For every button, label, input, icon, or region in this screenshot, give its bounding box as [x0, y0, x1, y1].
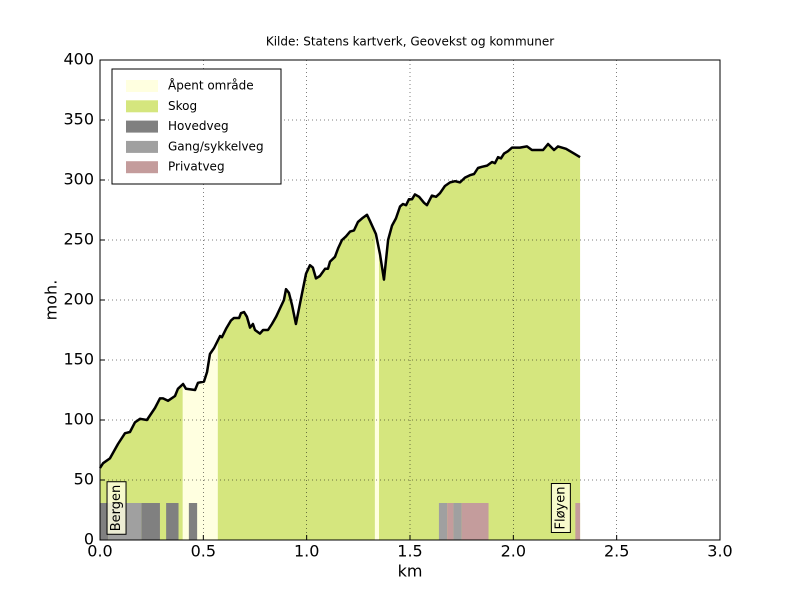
legend-swatch — [126, 140, 158, 153]
road-segment — [575, 503, 581, 540]
road-segment — [141, 503, 160, 540]
road-segment — [166, 503, 179, 540]
annotation-box — [550, 483, 571, 533]
legend-swatch — [126, 120, 158, 133]
annotation: Bergen — [106, 481, 127, 535]
y-tick-label: 350 — [63, 110, 94, 129]
y-tick-label: 300 — [63, 170, 94, 189]
x-tick-label: 3.0 — [707, 542, 732, 561]
legend-label: Gang/sykkelveg — [168, 139, 264, 153]
cover-area — [374, 231, 379, 541]
legend-label: Privatveg — [168, 160, 225, 174]
x-tick-label: 0.5 — [191, 542, 216, 561]
road-segment — [453, 503, 462, 540]
annotation-text: Fløyen — [553, 487, 568, 530]
x-axis-label: km — [398, 562, 423, 581]
road-segment — [438, 503, 448, 540]
x-tick-label: 2.0 — [501, 542, 526, 561]
plot-frame — [99, 59, 721, 541]
legend-swatch — [126, 100, 158, 113]
annotation-text: Bergen — [109, 485, 124, 532]
chart-title: Kilde: Statens kartverk, Geovekst og kom… — [266, 35, 554, 49]
y-axis-label: moh. — [42, 280, 61, 321]
y-tick-label: 0 — [84, 530, 94, 549]
legend-label: Skog — [168, 99, 197, 113]
x-tick-label: 1.0 — [294, 542, 319, 561]
cover-area — [217, 214, 375, 541]
cover-area — [379, 144, 581, 540]
legend-label: Hovedveg — [168, 119, 229, 133]
x-tick-label: 0.0 — [87, 542, 112, 561]
y-tick-label: 200 — [63, 290, 94, 309]
x-tick-label: 1.5 — [397, 542, 422, 561]
road-segment — [100, 503, 109, 540]
y-tick-label: 50 — [74, 470, 94, 489]
annotation-box — [106, 481, 127, 535]
road-segment — [188, 503, 198, 540]
road-segment — [461, 503, 489, 540]
elevation-line — [98, 142, 581, 469]
x-tick-label: 2.5 — [604, 542, 629, 561]
road-segment — [447, 503, 454, 540]
y-tick-label: 250 — [63, 230, 94, 249]
y-tick-label: 150 — [63, 350, 94, 369]
legend-swatch — [126, 161, 158, 174]
annotation: Fløyen — [550, 483, 571, 533]
legend-label: Åpent område — [168, 78, 254, 93]
legend-swatch — [126, 80, 158, 92]
y-tick-label: 100 — [63, 410, 94, 429]
y-tick-label: 400 — [63, 50, 94, 69]
